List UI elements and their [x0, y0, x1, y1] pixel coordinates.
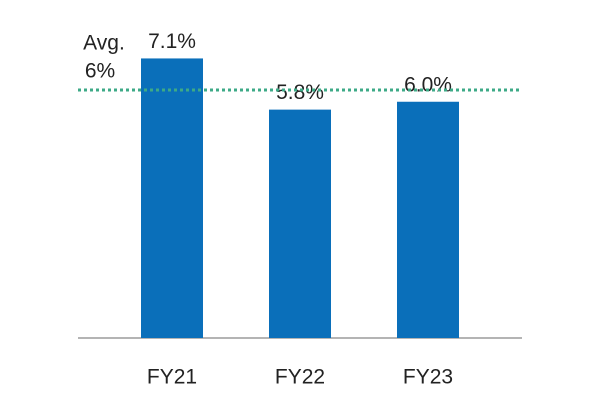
- average-name: Avg.: [83, 31, 125, 54]
- average-label: 6%: [85, 59, 115, 82]
- bar: [397, 101, 459, 338]
- value-label: 5.8%: [276, 81, 324, 104]
- x-tick-label: FY21: [147, 366, 197, 389]
- value-label: 6.0%: [404, 73, 452, 96]
- x-tick-label: FY23: [403, 366, 453, 389]
- x-tick-label: FY22: [275, 366, 325, 389]
- bar: [269, 109, 331, 338]
- bar: [141, 58, 203, 338]
- value-label: 7.1%: [148, 30, 196, 53]
